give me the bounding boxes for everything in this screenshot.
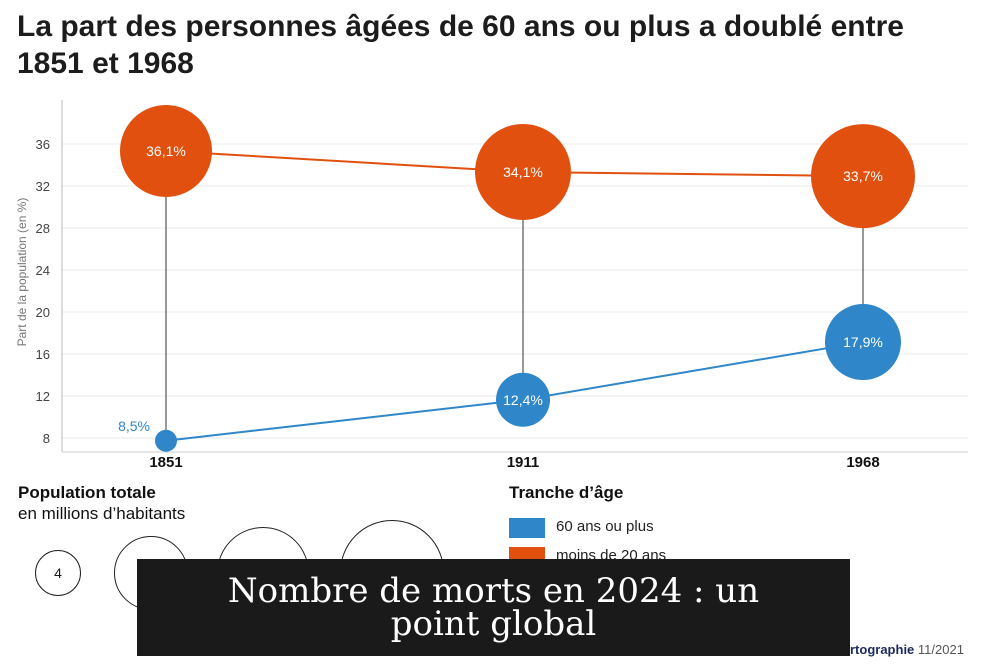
banner-text: Nombre de morts en 2024 : un point globa… bbox=[227, 570, 760, 644]
data-bubble bbox=[825, 304, 901, 381]
data-label: 8,5% bbox=[118, 418, 150, 434]
population-circle-label: 4 bbox=[54, 565, 62, 581]
population-legend-subtitle: en millions d’habitants bbox=[18, 504, 186, 523]
x-tick-label: 1968 bbox=[846, 454, 879, 471]
population-circle: 4 bbox=[35, 550, 81, 596]
data-label: 12,4% bbox=[503, 392, 543, 408]
y-tick-label: 8 bbox=[43, 431, 50, 446]
y-axis-label: Part de la population (en %) bbox=[15, 198, 29, 347]
x-tick-label: 1851 bbox=[149, 454, 182, 471]
population-legend-title: Population totale bbox=[18, 483, 156, 502]
data-label: 36,1% bbox=[146, 143, 186, 159]
y-tick-label: 36 bbox=[36, 137, 50, 152]
data-bubble bbox=[475, 123, 571, 220]
y-tick-label: 12 bbox=[36, 389, 50, 404]
data-bubble bbox=[811, 124, 915, 229]
y-tick-label: 16 bbox=[36, 347, 50, 362]
data-bubble bbox=[120, 104, 212, 197]
credit-date: 11/2021 bbox=[917, 642, 964, 657]
overlay-banner: Nombre de morts en 2024 : un point globa… bbox=[137, 559, 850, 656]
credit-brand: rtographie bbox=[850, 642, 915, 657]
y-tick-label: 32 bbox=[36, 179, 50, 194]
data-label: 17,9% bbox=[843, 334, 883, 350]
y-tick-label: 24 bbox=[36, 263, 50, 278]
age-legend-title: Tranche d’âge bbox=[509, 483, 624, 502]
credit: rtographie 11/2021 bbox=[850, 642, 964, 657]
y-axis: 8 12 16 20 24 28 32 36 bbox=[36, 100, 63, 452]
chart-title: La part des personnes âgées de 60 ans ou… bbox=[17, 10, 904, 80]
legend-swatch-60plus bbox=[509, 518, 545, 538]
y-tick-label: 20 bbox=[36, 305, 50, 320]
y-tick-label: 28 bbox=[36, 221, 50, 236]
x-axis: 1851 1911 1968 bbox=[62, 451, 968, 471]
series-layer: 36,1% 34,1% 33,7% 8,5% 12,4% 17,9% bbox=[118, 104, 915, 452]
x-tick-label: 1911 bbox=[507, 454, 540, 471]
data-label: 33,7% bbox=[843, 168, 883, 184]
data-label: 34,1% bbox=[503, 164, 543, 180]
data-bubble bbox=[155, 429, 177, 452]
legend-label-60plus: 60 ans ou plus bbox=[556, 518, 654, 535]
data-bubble bbox=[496, 372, 550, 427]
